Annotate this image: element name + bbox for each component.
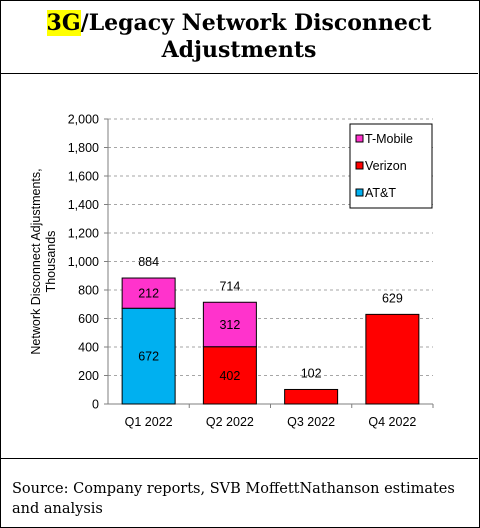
y-tick-label: 1,000 bbox=[68, 255, 99, 269]
y-tick-label: 1,200 bbox=[68, 227, 99, 241]
bar-segment-verizon bbox=[365, 313, 420, 405]
total-label: 884 bbox=[138, 255, 159, 269]
x-tick-label: Q3 2022 bbox=[287, 415, 335, 429]
title-line-1: 3G/Legacy Network Disconnect bbox=[46, 9, 432, 37]
y-tick-label: 600 bbox=[78, 312, 99, 326]
total-label: 714 bbox=[219, 279, 240, 293]
legend-label: AT&T bbox=[365, 186, 396, 200]
y-axis-label: Network Disconnect Adjustments,Thousands bbox=[29, 168, 58, 354]
segment-label: 402 bbox=[219, 369, 240, 383]
bar-segment-verizon bbox=[284, 388, 339, 405]
y-tick-label: 1,800 bbox=[68, 141, 99, 155]
title-highlight: 3G bbox=[46, 9, 81, 36]
legend-swatch-tmobile bbox=[355, 134, 364, 143]
y-tick-label: 800 bbox=[78, 284, 99, 298]
y-tick-label: 1,600 bbox=[68, 170, 99, 184]
chart-title: 3G/Legacy Network Disconnect Adjustments bbox=[0, 0, 478, 74]
source-note: Source: Company reports, SVB MoffettNath… bbox=[0, 458, 478, 526]
total-label: 629 bbox=[382, 291, 403, 305]
y-tick-label: 0 bbox=[92, 398, 99, 412]
segment-label: 312 bbox=[219, 318, 240, 332]
bar-segment-tmobile bbox=[202, 301, 257, 348]
x-tick-label: Q4 2022 bbox=[368, 415, 416, 429]
stacked-bar-chart: 0 200 400 600 800 1,000 1,200 1,400 1,600 1,800 2,… bbox=[29, 113, 434, 429]
legend-swatch-att bbox=[355, 188, 364, 197]
y-tick-label: 200 bbox=[78, 369, 99, 383]
chart-area: 0 200 400 600 800 1,000 1,200 1,400 1,600 1,800 2,… bbox=[0, 74, 478, 458]
y-tick-label: 1,400 bbox=[68, 198, 99, 212]
segment-label: 212 bbox=[138, 287, 159, 301]
title-rest: /Legacy Network Disconnect bbox=[80, 9, 432, 36]
x-tick-label: Q2 2022 bbox=[206, 415, 254, 429]
legend-swatch-verizon bbox=[355, 161, 364, 170]
legend-box bbox=[349, 123, 433, 209]
y-tick-label: 2,000 bbox=[68, 113, 99, 127]
legend-label: T-Mobile bbox=[365, 132, 413, 146]
bar-segment-tmobile bbox=[121, 277, 176, 309]
x-tick-label: Q1 2022 bbox=[125, 415, 173, 429]
y-tick-label: 400 bbox=[78, 341, 99, 355]
bar-segment-att bbox=[121, 307, 176, 405]
total-label: 102 bbox=[301, 366, 322, 380]
segment-label: 672 bbox=[138, 350, 159, 364]
title-line-2: Adjustments bbox=[161, 36, 317, 63]
legend-label: Verizon bbox=[365, 159, 407, 173]
